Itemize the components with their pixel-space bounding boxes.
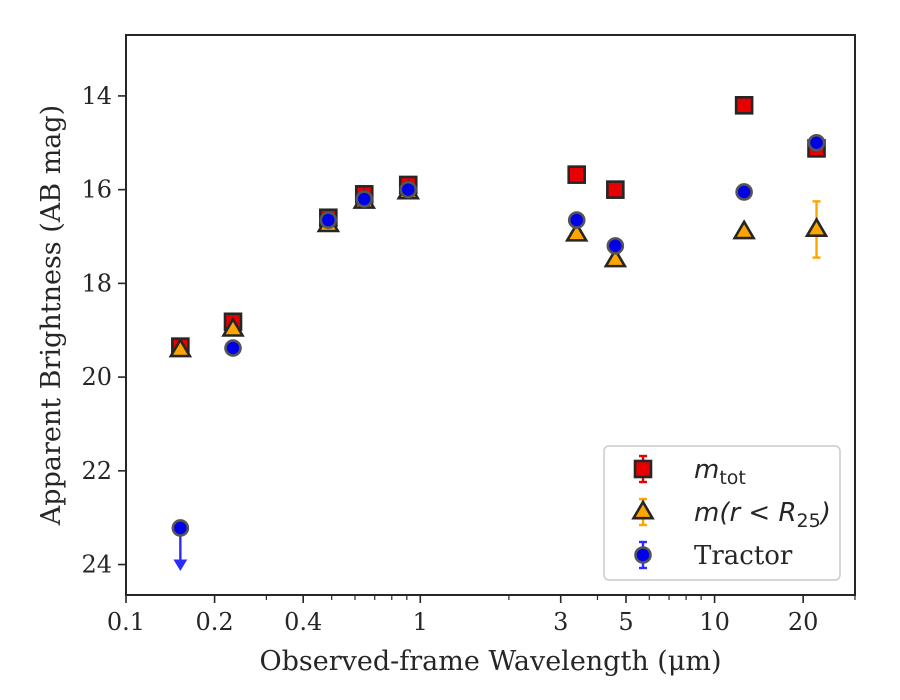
x-tick-label: 0.4: [284, 608, 322, 636]
data-point-square: [734, 95, 754, 115]
x-tick-label: 10: [699, 608, 730, 636]
x-tick-label: 0.1: [107, 608, 145, 636]
data-point-square: [567, 165, 587, 184]
y-tick-label: 24: [81, 551, 112, 579]
plot-frame: [125, 34, 856, 596]
x-tick-label: 20: [788, 608, 819, 636]
data-point-circle: [606, 237, 625, 255]
data-point-circle: [355, 190, 374, 208]
legend-entry: m(r < R25): [631, 497, 831, 532]
data-point-circle: [319, 211, 338, 229]
x-tick-label: 5: [618, 608, 633, 636]
y-tick-label: 20: [81, 363, 112, 391]
legend-label: mtot: [694, 455, 746, 489]
legend-label: Tractor: [694, 541, 793, 571]
data-point-triangle: [168, 337, 193, 358]
axis-ticks: 0.1 0.2 0.4 1 3 5 10 20 14 16 18 20 22 24: [81, 82, 856, 636]
legend-marker-square: [633, 459, 653, 479]
data-point-triangle: [603, 247, 628, 268]
y-tick-label: 16: [81, 176, 112, 204]
series-circle: [171, 133, 826, 571]
data-point-circle: [224, 339, 242, 357]
data-point-circle: [735, 183, 753, 201]
x-tick-label: 0.2: [196, 608, 234, 636]
x-tick-label: 3: [553, 608, 568, 636]
data-point-square: [606, 180, 625, 199]
data-point-triangle: [221, 316, 245, 337]
data-point-circle: [807, 133, 826, 152]
data-point-triangle: [804, 216, 829, 237]
upper-limit-arrow-head: [173, 559, 188, 571]
data-point-triangle: [732, 219, 756, 240]
plot-data: [168, 95, 829, 571]
legend-marker-triangle: [631, 499, 655, 520]
data-point-circle: [567, 211, 586, 229]
legend-entry: Tractor: [634, 540, 793, 571]
legend-label: m(r < R25): [694, 498, 831, 532]
data-point-circle: [399, 180, 418, 199]
y-tick-label: 22: [81, 457, 112, 485]
legend-box: [603, 445, 841, 581]
y-tick-label: 18: [81, 269, 112, 297]
data-point-circle: [171, 519, 190, 537]
data-point-triangle: [564, 221, 589, 242]
x-axis-label: Observed-frame Wavelength (μm): [259, 646, 721, 677]
legend: mtot m(r < R25) Tractor: [603, 445, 841, 581]
legend-entry: mtot: [633, 454, 746, 489]
x-tick-label: 1: [413, 608, 428, 636]
legend-marker-circle: [634, 546, 652, 564]
y-axis-label: Apparent Brightness (AB mag): [36, 105, 67, 526]
y-tick-label: 14: [81, 82, 112, 110]
